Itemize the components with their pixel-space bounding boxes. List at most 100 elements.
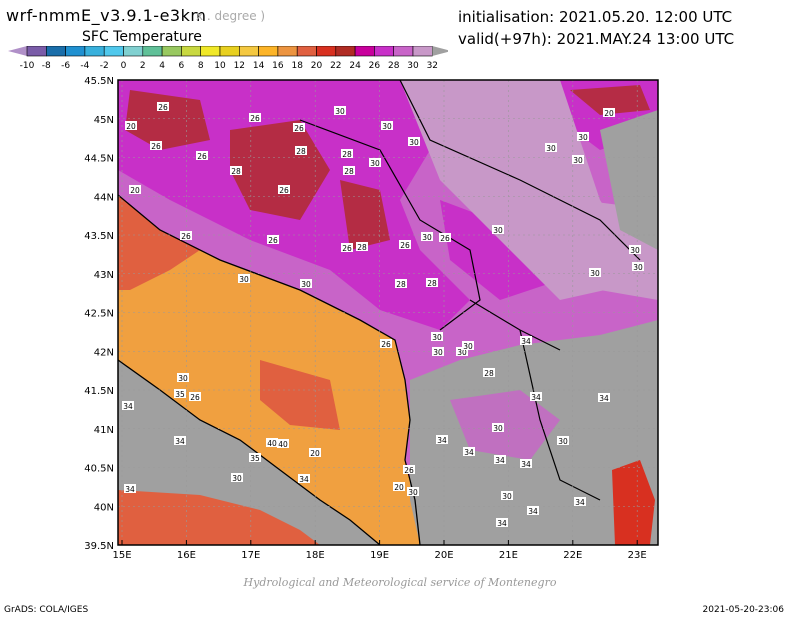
contour-label: 28 (483, 368, 495, 378)
svg-text:34: 34 (125, 485, 135, 494)
contour-label: 34 (298, 474, 310, 484)
contour-label: 26 (196, 151, 208, 161)
contour-label: 30 (238, 274, 250, 284)
svg-text:34: 34 (521, 460, 531, 469)
svg-text:20: 20 (310, 449, 320, 458)
contour-label: 20 (125, 121, 137, 131)
sea-warm-patch (260, 360, 340, 430)
svg-text:30: 30 (590, 269, 600, 278)
contour-label: 34 (463, 447, 475, 457)
colorbar-tick-label: 16 (272, 61, 284, 71)
colorbar-swatch (393, 46, 414, 57)
svg-text:28: 28 (396, 280, 406, 289)
contour-label: 30 (177, 373, 189, 383)
units-label: x . degree ) (196, 9, 266, 23)
svg-text:30: 30 (546, 144, 556, 153)
colorbar-swatch (103, 46, 124, 57)
contour-label: 30 (462, 341, 474, 351)
svg-text:30: 30 (493, 226, 503, 235)
svg-text:34: 34 (599, 394, 609, 403)
svg-text:30: 30 (408, 488, 418, 497)
svg-text:30: 30 (239, 275, 249, 284)
svg-text:30: 30 (422, 233, 432, 242)
contour-label: 20 (129, 185, 141, 195)
contour-label: 30 (492, 423, 504, 433)
contour-label: 30 (334, 106, 346, 116)
colorbar-tick-label: 28 (388, 61, 400, 71)
colorbar-under-arrow (8, 46, 27, 56)
svg-text:30: 30 (633, 263, 643, 272)
colorbar-tick-label: -10 (20, 61, 35, 71)
colorbar-tick-label: 14 (253, 61, 265, 71)
contour-label: 28 (341, 149, 353, 159)
contour-label: 30 (421, 232, 433, 242)
lat-label: 45N (94, 115, 114, 126)
contour-label: 26 (439, 233, 451, 243)
contour-label: 34 (520, 459, 532, 469)
lat-label: 42N (94, 347, 114, 358)
colorbar-tick-label: 30 (407, 61, 419, 71)
valid-time: valid(+97h): 2021.MAY.24 13:00 UTC (458, 30, 735, 48)
contour-label: 30 (629, 245, 641, 255)
svg-text:30: 30 (630, 246, 640, 255)
contour-label: 28 (395, 279, 407, 289)
lat-label: 41N (94, 425, 114, 436)
contour-label: 20 (603, 108, 615, 118)
svg-text:30: 30 (578, 133, 588, 142)
svg-text:28: 28 (342, 150, 352, 159)
credit-text: Hydrological and Meteorological service … (243, 576, 557, 589)
northeast-hot-area (600, 110, 658, 250)
colorbar-tick-label: 22 (330, 61, 341, 71)
contour-label: 30 (572, 155, 584, 165)
contour-label: 26 (278, 185, 290, 195)
svg-text:30: 30 (432, 333, 442, 342)
svg-text:30: 30 (335, 107, 345, 116)
lat-label: 41.5N (84, 386, 114, 397)
svg-text:26: 26 (381, 340, 391, 349)
svg-text:40: 40 (278, 440, 288, 449)
contour-label: 28 (426, 278, 438, 288)
render-timestamp: 2021-05-20-23:06 (702, 605, 785, 615)
contour-label: 26 (157, 102, 169, 112)
colorbar-swatch (65, 46, 86, 57)
contour-label: 34 (520, 336, 532, 346)
initialisation-time: initialisation: 2021.05.20. 12:00 UTC (458, 8, 733, 26)
contour-label: 40 (266, 438, 278, 448)
svg-text:30: 30 (573, 156, 583, 165)
contour-label: 26 (189, 392, 201, 402)
contour-label: 26 (180, 231, 192, 241)
svg-text:34: 34 (497, 519, 507, 528)
contour-label: 26 (293, 123, 305, 133)
svg-text:26: 26 (268, 236, 278, 245)
svg-text:26: 26 (404, 466, 414, 475)
colorbar-tick-label: -8 (42, 61, 51, 71)
svg-text:28: 28 (357, 243, 367, 252)
contour-label: 30 (231, 473, 243, 483)
svg-text:26: 26 (151, 142, 161, 151)
svg-text:30: 30 (382, 122, 392, 131)
contour-label: 28 (295, 146, 307, 156)
colorbar: -10 -8 -6 -4 -2 0 2 4 6 8 10 12 14 16 18 20 22 24 26 28 30 32 (8, 46, 448, 71)
contour-label: 28 (343, 166, 355, 176)
svg-text:20: 20 (126, 122, 136, 131)
contour-label: 34 (174, 436, 186, 446)
svg-text:34: 34 (495, 456, 505, 465)
svg-text:40: 40 (267, 439, 277, 448)
contour-label: 34 (436, 435, 448, 445)
svg-text:26: 26 (279, 186, 289, 195)
svg-text:30: 30 (558, 437, 568, 446)
colorbar-swatch (239, 46, 259, 57)
lat-label: 42.5N (84, 309, 114, 320)
model-title: wrf-nmmE_v3.9.1-e3km (6, 6, 207, 25)
colorbar-tick-label: 6 (179, 61, 185, 71)
contour-label: 34 (527, 506, 539, 516)
variable-title: SFC Temperature (82, 29, 202, 45)
contour-label: 30 (432, 347, 444, 357)
aegean-hot-patch (612, 460, 655, 545)
svg-text:30: 30 (232, 474, 242, 483)
svg-text:30: 30 (493, 424, 503, 433)
contour-label: 26 (341, 243, 353, 253)
svg-text:30: 30 (301, 280, 311, 289)
colorbar-swatch (374, 46, 394, 57)
